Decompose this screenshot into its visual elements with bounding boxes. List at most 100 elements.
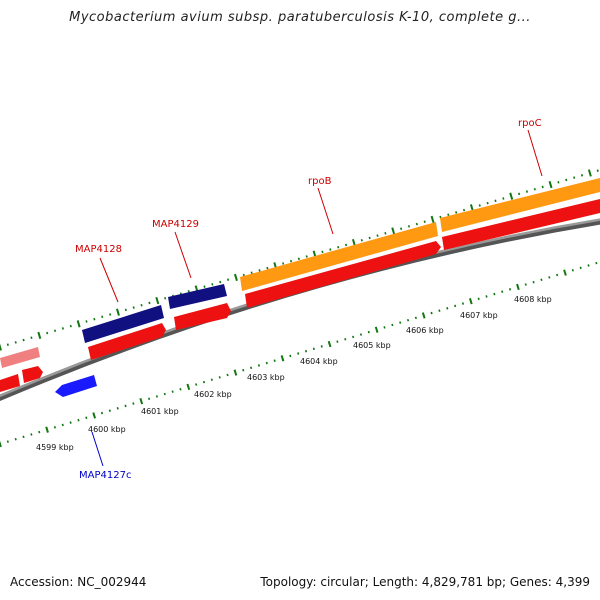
cog-block-pink-1 [0, 347, 40, 368]
tick-mark [548, 180, 553, 189]
tick-mark [257, 364, 261, 367]
tick-mark [563, 269, 567, 276]
tick-mark [116, 407, 119, 410]
tick-mark [455, 211, 458, 214]
tick-mark [163, 392, 166, 396]
tick-mark [45, 426, 49, 433]
reverse-cds-track [55, 375, 97, 397]
scale-label-4608: 4608 kbp [514, 295, 552, 304]
tick-mark [155, 395, 159, 398]
scale-label-4603: 4603 kbp [247, 373, 285, 382]
topology-label: Topology: circular; Length: 4,829,781 bp… [260, 575, 590, 589]
tick-mark [486, 201, 489, 205]
tick-mark [344, 243, 348, 247]
gene-label-lines [91, 129, 543, 467]
tick-mark [367, 330, 370, 334]
cds-reverse-map4127c [55, 375, 97, 397]
tick-mark [384, 232, 387, 235]
tick-mark [85, 416, 88, 420]
gene-label-map4129: MAP4129 [152, 219, 199, 230]
tick-mark [282, 262, 285, 265]
tick-mark [109, 313, 112, 316]
tick-mark [423, 220, 426, 223]
tick-mark [391, 323, 394, 327]
gene-label-map4127c: MAP4127c [79, 470, 131, 481]
gene-label-map4128: MAP4128 [75, 244, 122, 255]
tick-mark [92, 412, 96, 419]
tick-mark [289, 259, 293, 263]
tick-mark [415, 222, 418, 226]
tick-mark [580, 174, 584, 177]
tick-mark [22, 338, 25, 342]
tick-mark [77, 418, 80, 422]
cds-forward-rpoc [442, 199, 600, 250]
tick-mark [462, 208, 466, 212]
tick-mark [171, 390, 174, 393]
tick-mark [571, 268, 574, 272]
tick-mark [351, 238, 356, 247]
cog-track [0, 178, 600, 368]
tick-mark [195, 383, 198, 386]
tick-mark [468, 298, 473, 305]
tick-mark [250, 366, 253, 370]
tick-mark [414, 316, 417, 320]
tick-mark [557, 180, 560, 184]
gene-label-rpoc: rpoC [518, 118, 542, 129]
tick-mark [132, 402, 135, 405]
scale-label-4606: 4606 kbp [406, 326, 444, 335]
tick-mark [203, 285, 206, 288]
tick-mark [501, 290, 504, 293]
tick-mark [321, 250, 324, 254]
tick-mark [485, 295, 488, 298]
tick-mark [250, 271, 253, 275]
tick-mark [329, 248, 332, 251]
tick-mark [400, 227, 403, 230]
outer-tick-track [0, 169, 599, 351]
map-title: Mycobacterium avium subsp. paratuberculo… [69, 10, 531, 25]
tick-mark [164, 296, 167, 300]
tick-mark [391, 227, 396, 235]
tick-mark [596, 169, 599, 172]
inner-tick-track [0, 261, 598, 448]
tick-mark [430, 311, 433, 315]
tick-mark [202, 380, 206, 384]
tick-mark [374, 326, 379, 333]
tick-mark [352, 335, 355, 339]
scale-label-4600: 4600 kbp [88, 425, 126, 434]
cds-forward-2 [22, 366, 43, 383]
tick-mark [525, 190, 529, 193]
cog-block-navy-map4129 [168, 284, 227, 309]
tick-mark [218, 376, 221, 379]
tick-mark [242, 273, 245, 277]
tick-mark [461, 302, 465, 305]
tick-mark [289, 354, 292, 358]
tick-mark [69, 324, 72, 328]
tick-mark [273, 359, 276, 362]
tick-mark [344, 337, 347, 341]
cds-forward-map4129 [174, 303, 231, 330]
cog-block-navy-map4128 [82, 305, 164, 343]
gene-label-rpob: rpoB [308, 176, 332, 187]
cds-forward-map4128 [88, 323, 166, 360]
tick-mark [595, 261, 598, 265]
tick-mark [132, 306, 135, 309]
tick-mark [148, 301, 151, 305]
tick-mark [556, 273, 559, 277]
tick-mark [438, 309, 441, 312]
tick-mark [297, 352, 300, 355]
tick-mark [30, 433, 33, 436]
tick-mark [540, 278, 543, 282]
cds-forward-rpob [245, 241, 441, 308]
scale-label-4605: 4605 kbp [353, 341, 391, 350]
tick-mark [516, 283, 520, 291]
tick-mark [312, 347, 315, 351]
tick-mark [124, 308, 127, 312]
tick-mark [61, 423, 64, 427]
tick-mark [532, 280, 535, 284]
tick-mark [430, 215, 435, 224]
tick-mark [541, 185, 544, 189]
tick-mark [421, 312, 426, 319]
tick-mark [494, 199, 497, 203]
tick-mark [337, 245, 340, 249]
